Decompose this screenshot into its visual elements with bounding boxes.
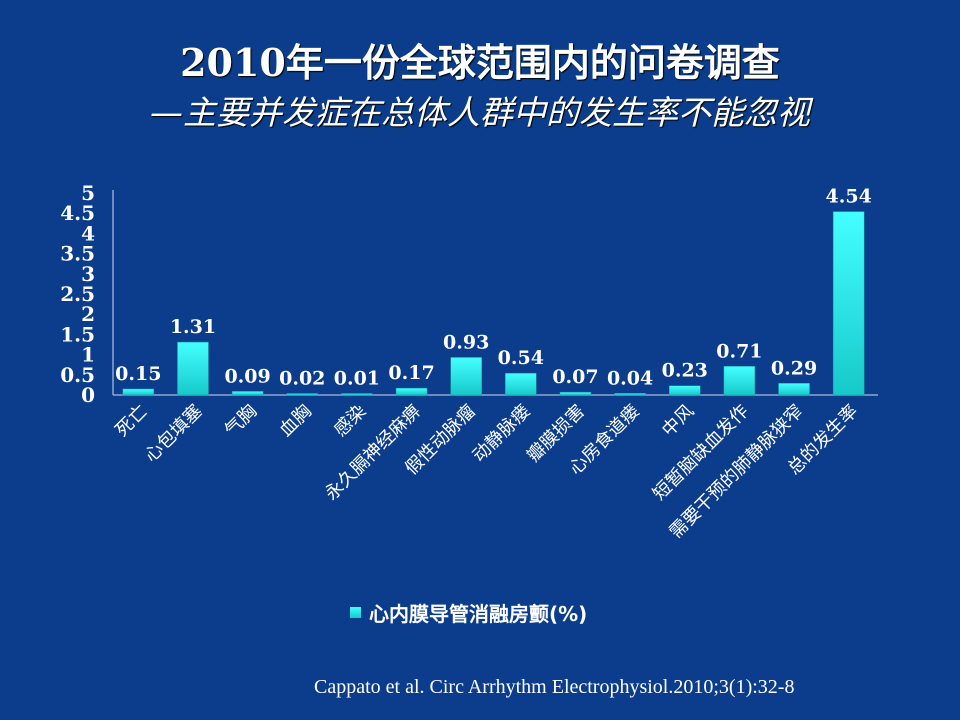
slide-subtitle: —主要并发症在总体人群中的发生率不能忽视 [150,93,810,132]
x-tick-label: 心包填塞 [141,401,207,467]
x-tick-label: 短暂脑缺血发作 [649,401,753,505]
data-label: 0.15 [115,363,161,385]
y-tick-label: 3 [81,262,95,286]
data-label: 0.07 [552,366,598,388]
bar [723,366,756,396]
bar [177,341,209,396]
data-label: 4.54 [826,186,872,208]
x-tick-label: 死亡 [112,401,152,441]
data-label: 0.04 [607,367,653,389]
bar [450,357,482,396]
data-label: 0.17 [388,362,434,384]
x-tick-label: 血胸 [275,401,315,441]
y-tick-label: 0.5 [60,363,95,387]
x-tick-label: 动静脉瘘 [469,401,535,467]
y-axis: 00.511.522.533.544.55 [60,181,878,407]
data-label: 0.54 [498,347,544,369]
legend-label: 心内膜导管消融房颤(%) [369,601,588,626]
legend: 心内膜导管消融房颤(%) [350,597,587,627]
bar-chart: 00.511.522.533.544.55 0.151.310.09 0.02 0.… [60,181,878,543]
x-tick-label: 中风 [658,401,698,441]
citation: Cappato et al. Circ Arrhythm Electrophys… [314,676,795,698]
bar [341,393,373,396]
data-label: 0.71 [716,340,762,362]
bar [231,391,264,396]
y-tick-label: 0 [81,383,95,407]
y-tick-label: 3.5 [60,242,95,266]
data-label: 0.01 [334,368,380,390]
y-tick-label: 2.5 [60,282,95,306]
y-tick-label: 2 [81,302,95,326]
bars: 0.15 1.31 0.09 0.02 0.01 0.17 0.93 0.54 0.07 0.04… [115,186,872,396]
bar [122,388,155,396]
y-tick-label: 1 [81,343,95,367]
bar [832,211,865,396]
y-tick-label: 4.5 [60,201,95,225]
x-tick-label: 永久膈神经麻痹 [321,401,425,505]
bar [505,372,537,396]
bar [559,391,592,396]
data-label: 0.02 [279,368,325,390]
bar [614,393,646,396]
bar [669,385,701,396]
data-label: 1.31 [170,316,216,338]
data-label: 0.29 [771,357,817,379]
slide-title: 2010年一份全球范围内的问卷调查 [180,40,780,85]
data-label: 0.93 [443,331,489,353]
x-tick-label: 气胸 [221,401,261,441]
y-tick-label: 4 [81,221,95,245]
y-tick-label: 1.5 [60,322,95,346]
data-label: 0.23 [662,360,708,382]
bar [778,383,810,396]
bar [286,393,318,396]
y-tick-label: 5 [81,181,95,205]
data-label: 0.09 [224,365,270,387]
bar [395,387,428,396]
x-tick-label: 感染 [330,401,370,441]
legend-swatch [350,606,361,618]
